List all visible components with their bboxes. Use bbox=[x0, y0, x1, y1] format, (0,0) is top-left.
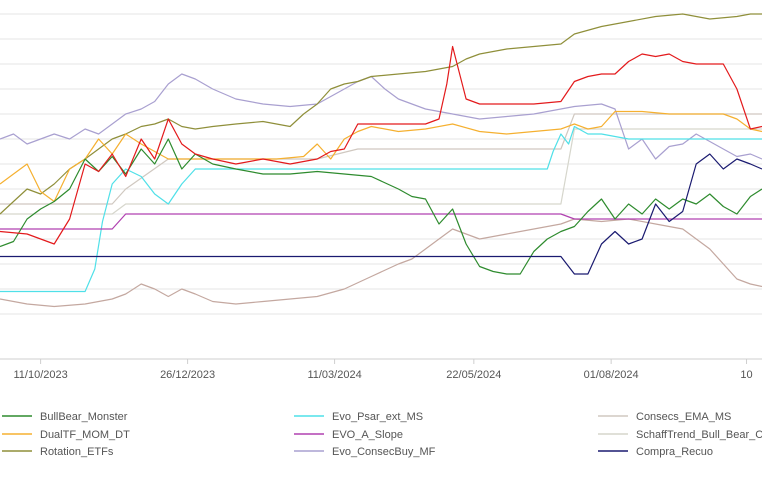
series-line-consecs-ema-ms bbox=[0, 113, 762, 205]
x-axis: 11/10/2023 26/12/2023 11/03/2024 22/05/2024… bbox=[0, 358, 762, 381]
legend: BullBear_Monster DualTF_MOM_DT Rotation_ET… bbox=[2, 411, 762, 458]
series-line-compra-recuo bbox=[0, 153, 762, 275]
x-tick-label: 11/03/2024 bbox=[307, 369, 361, 381]
x-tick-label: 01/08/2024 bbox=[584, 369, 639, 381]
series-lines bbox=[0, 13, 762, 308]
legend-label[interactable]: Evo_ConsecBuy_MF bbox=[332, 446, 436, 458]
series-line-unlabeled-10 bbox=[0, 218, 762, 308]
series-line-bullbear-monster bbox=[0, 138, 762, 275]
x-tick-label: 22/05/2024 bbox=[446, 369, 501, 381]
legend-label[interactable]: Compra_Recuo bbox=[636, 446, 713, 458]
x-tick-label: 10 bbox=[740, 369, 752, 381]
legend-label[interactable]: Rotation_ETFs bbox=[40, 446, 114, 458]
series-line-rotation-etfs bbox=[0, 13, 762, 215]
x-tick-label: 26/12/2023 bbox=[160, 369, 215, 381]
legend-label[interactable]: DualTF_MOM_DT bbox=[40, 429, 130, 441]
legend-label[interactable]: Consecs_EMA_MS bbox=[636, 411, 731, 423]
series-line-schafftrend-bull-bear-candle-ms bbox=[0, 128, 762, 215]
legend-label[interactable]: Evo_Psar_ext_MS bbox=[332, 411, 423, 423]
legend-label[interactable]: SchaffTrend_Bull_Bear_Candle_MS bbox=[636, 429, 762, 441]
legend-label[interactable]: EVO_A_Slope bbox=[332, 429, 403, 441]
series-line-unlabeled-9 bbox=[0, 45, 762, 245]
series-line-evo-consecbuy-mf bbox=[0, 73, 762, 160]
grid-lines bbox=[0, 13, 762, 315]
x-tick-label: 11/10/2023 bbox=[13, 369, 67, 381]
series-line-evo-psar-ext-ms bbox=[0, 125, 762, 293]
legend-label[interactable]: BullBear_Monster bbox=[40, 411, 128, 423]
series-line-evo-a-slope bbox=[0, 213, 762, 230]
